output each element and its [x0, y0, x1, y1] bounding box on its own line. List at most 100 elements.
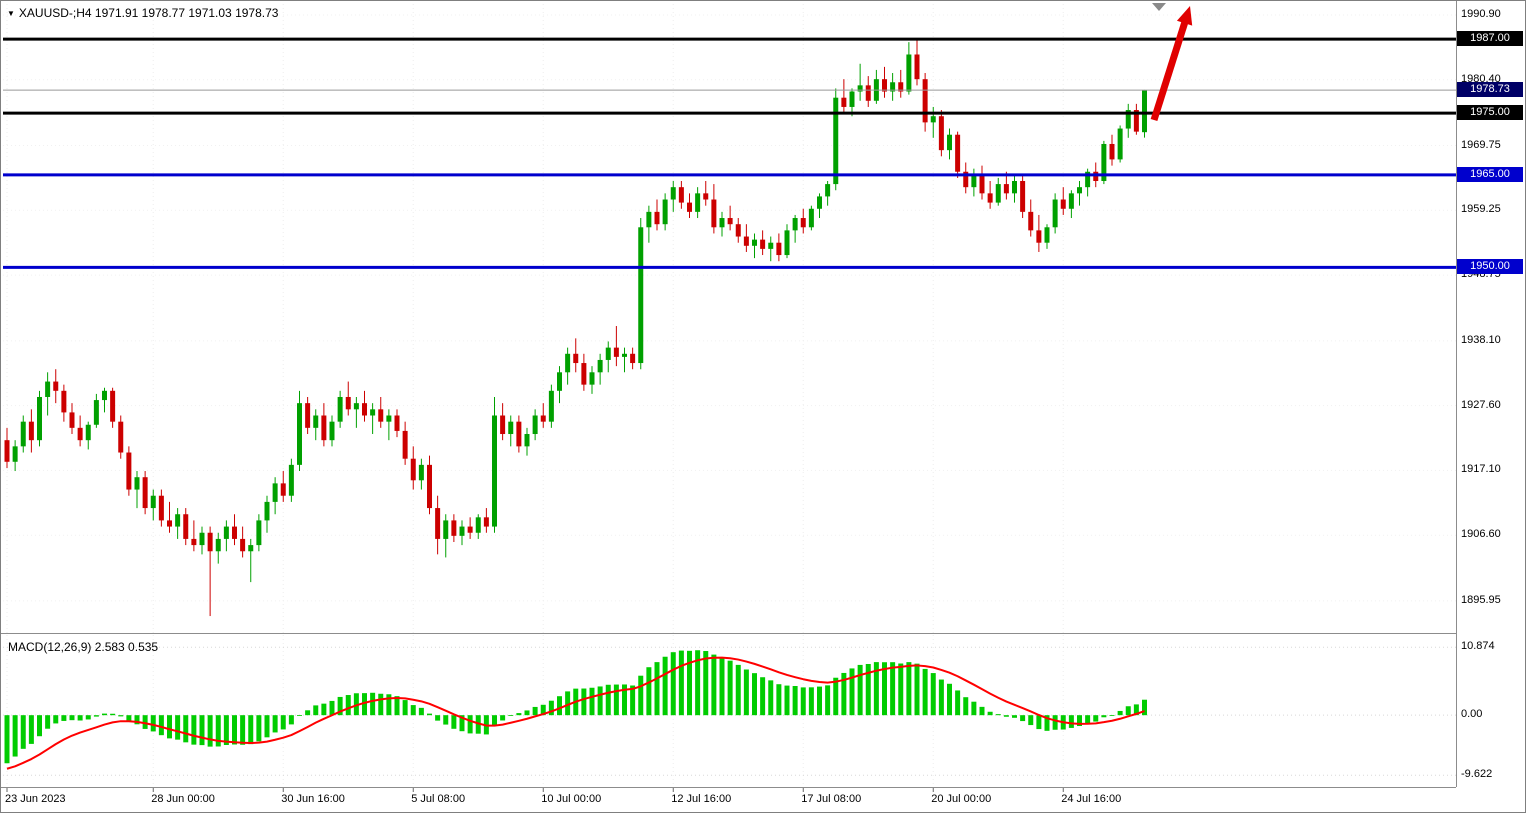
candle-body — [849, 91, 855, 107]
candle-body — [1077, 187, 1082, 194]
candle-body — [386, 415, 392, 422]
macd-histogram-bar — [443, 715, 449, 725]
macd-histogram-bar — [768, 680, 774, 716]
candle-body — [394, 415, 400, 431]
macd-histogram-bar — [711, 654, 717, 716]
macd-histogram-bar — [232, 715, 237, 745]
macd-histogram-bar — [459, 715, 465, 732]
candle-body — [565, 353, 571, 373]
macd-histogram-bar — [337, 696, 343, 716]
macd-histogram-bar — [1109, 715, 1115, 716]
macd-histogram-bar — [605, 684, 611, 716]
candle-body — [882, 79, 887, 92]
macd-histogram-bar — [4, 715, 10, 764]
macd-histogram-bar — [654, 662, 660, 716]
candle-body — [61, 390, 67, 413]
candles-layer — [4, 39, 1147, 617]
macd-histogram-bar — [930, 673, 936, 716]
macd-histogram-bar — [1101, 715, 1107, 718]
symbol-dropdown-icon[interactable]: ▼ — [7, 9, 15, 18]
candle-body — [232, 526, 237, 539]
macd-histogram-bar — [256, 715, 262, 742]
candle-body — [329, 421, 335, 441]
macd-histogram-bar — [678, 650, 684, 716]
candle-body — [459, 526, 465, 536]
candle-body — [841, 97, 847, 107]
price-axis-label: 1917.10 — [1461, 463, 1501, 476]
macd-histogram-bar — [175, 715, 181, 740]
candle-body — [605, 347, 611, 360]
macd-histogram-bar — [873, 662, 879, 716]
macd-histogram-bar — [743, 669, 749, 716]
candle-body — [1125, 110, 1131, 129]
candle-body — [150, 495, 156, 509]
time-axis-label: 5 Jul 08:00 — [411, 793, 466, 805]
macd-histogram-bar — [167, 715, 172, 739]
candle-body — [410, 458, 416, 481]
candle-body — [183, 514, 189, 539]
candle-body — [1093, 171, 1099, 181]
candle-body — [1101, 143, 1107, 181]
candle-body — [280, 483, 286, 496]
candle-body — [345, 396, 351, 410]
macd-histogram-bar — [703, 651, 709, 716]
candle-body — [167, 520, 172, 527]
chart-shift-marker-icon[interactable] — [1152, 3, 1166, 11]
macd-histogram-bar — [158, 715, 164, 736]
macd-layer — [4, 650, 1147, 770]
macd-histogram-bar — [581, 688, 587, 716]
trend-arrow-shaft[interactable] — [1150, 18, 1190, 122]
macd-histogram-bar — [345, 695, 351, 716]
candle-body — [313, 415, 319, 428]
candle-body — [597, 359, 603, 373]
macd-histogram-bar — [378, 693, 384, 716]
price-level-badge: 1950.00 — [1457, 259, 1523, 275]
macd-histogram-bar — [37, 715, 42, 737]
candle-body — [979, 174, 985, 194]
macd-histogram-bar — [297, 715, 302, 716]
candle-body — [768, 242, 774, 249]
candle-body — [792, 218, 798, 231]
macd-histogram-bar — [264, 715, 270, 738]
candle-body — [1060, 199, 1066, 209]
macd-histogram-bar — [12, 715, 18, 757]
candle-body — [110, 390, 116, 422]
macd-histogram-bar — [248, 715, 254, 745]
macd-histogram-bar — [1085, 715, 1091, 724]
macd-histogram-bar — [532, 706, 538, 716]
macd-histogram-bar — [955, 690, 961, 716]
macd-histogram-bar — [589, 687, 595, 716]
macd-histogram-bar — [825, 685, 831, 716]
candle-body — [825, 184, 831, 197]
macd-histogram-bar — [841, 672, 847, 716]
macd-histogram-bar — [1125, 706, 1131, 716]
candle-body — [524, 434, 530, 447]
macd-axis-label: -9.622 — [1461, 768, 1493, 781]
macd-histogram-bar — [1028, 715, 1034, 726]
macd-histogram-bar — [475, 715, 481, 734]
trend-arrow-head[interactable] — [1176, 6, 1193, 26]
candle-body — [451, 520, 457, 536]
macd-axis-label: 10.874 — [1461, 640, 1495, 653]
candle-body — [288, 464, 294, 496]
macd-histogram-bar — [516, 713, 522, 716]
price-axis-separator — [1456, 1, 1457, 787]
macd-histogram-bar — [85, 715, 91, 720]
macd-histogram-bar — [630, 685, 636, 716]
macd-histogram-bar — [662, 656, 668, 716]
macd-histogram-bar — [670, 652, 676, 716]
macd-histogram-bar — [77, 715, 83, 721]
pane-splitter[interactable] — [1, 633, 1456, 634]
candle-body — [1020, 180, 1026, 212]
candle-body — [28, 421, 34, 441]
macd-histogram-bar — [849, 668, 855, 716]
candle-body — [687, 202, 692, 212]
candle-body — [573, 353, 579, 364]
macd-histogram-bar — [142, 715, 148, 729]
macd-histogram-bar — [792, 686, 798, 716]
macd-histogram-bar — [800, 687, 806, 716]
time-axis-label: 28 Jun 00:00 — [151, 793, 215, 805]
macd-histogram-bar — [394, 696, 400, 716]
